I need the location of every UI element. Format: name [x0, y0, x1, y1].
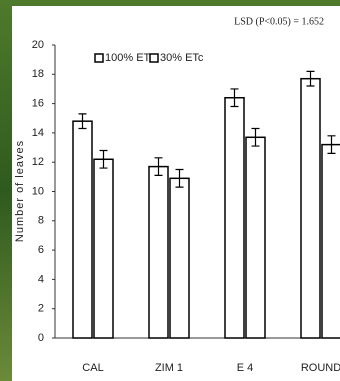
legend-label: 100% ETc — [105, 52, 155, 64]
x-tick-label: ROUND — [301, 362, 340, 374]
page: {"chart_data": {"type": "bar", "annotati… — [0, 0, 340, 381]
legend-swatch — [150, 54, 158, 62]
y-tick-label: 14 — [32, 127, 44, 139]
y-tick-label: 8 — [38, 215, 44, 227]
y-tick-label: 12 — [32, 156, 44, 168]
bar — [149, 167, 168, 338]
bar — [301, 79, 320, 338]
y-tick-label: 10 — [32, 185, 44, 197]
y-tick-label: 20 — [32, 39, 44, 51]
bar — [170, 178, 189, 338]
y-axis-label: Number of leaves — [14, 140, 26, 242]
bar — [73, 121, 92, 338]
y-tick-label: 16 — [32, 98, 44, 110]
bar — [246, 137, 265, 338]
legend-label: 30% ETc — [160, 52, 204, 64]
bar — [225, 98, 244, 338]
annotation: LSD (P<0.05) = 1.652 — [234, 16, 324, 27]
y-tick-label: 6 — [38, 244, 44, 256]
x-tick-label: CAL — [82, 362, 103, 374]
y-tick-label: 4 — [38, 273, 44, 285]
bar — [94, 159, 113, 338]
x-tick-label: ZIM 1 — [155, 362, 183, 374]
bar — [322, 145, 340, 338]
y-tick-label: 2 — [38, 303, 44, 315]
x-tick-label: E 4 — [237, 362, 254, 374]
y-tick-label: 0 — [38, 332, 44, 344]
chart: LSD (P<0.05) = 1.652 Number of leaves 0 2… — [0, 0, 340, 381]
y-tick-label: 18 — [32, 68, 44, 80]
legend-swatch — [95, 54, 103, 62]
